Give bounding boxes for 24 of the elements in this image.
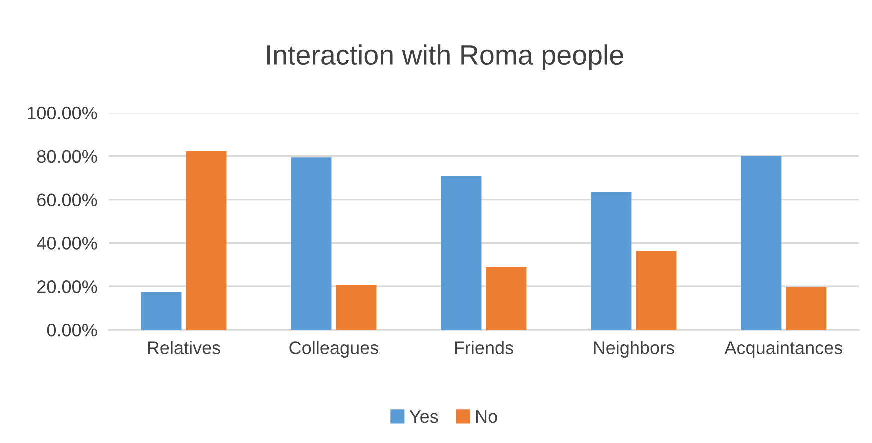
y-tick-label: 80.00% [37,150,98,164]
y-tick-label: 60.00% [38,194,98,207]
bar [636,251,677,330]
bar [741,156,782,330]
legend-label: Yes [410,410,438,424]
x-tick-label: Neighbors [594,341,674,358]
y-tick-label: 40.00% [37,237,98,250]
x-tick-label: Acquaintances [724,341,842,358]
chart-title: Interaction with Roma people [267,44,624,71]
x-tick-label: Colleagues [290,341,378,358]
bar [186,151,227,330]
bar [441,176,482,330]
legend-label: No [476,410,498,424]
bar [291,158,332,330]
bar [591,192,632,330]
x-tick-label: Friends [455,341,514,354]
bar [141,292,182,330]
y-tick-label: 0.00% [47,324,98,337]
bar [486,267,527,330]
bar [336,286,377,330]
y-tick-label: 20.00% [38,280,98,294]
bar [786,287,827,330]
x-tick-label: Relatives [148,341,220,354]
y-tick-label: 100.00% [28,106,98,120]
